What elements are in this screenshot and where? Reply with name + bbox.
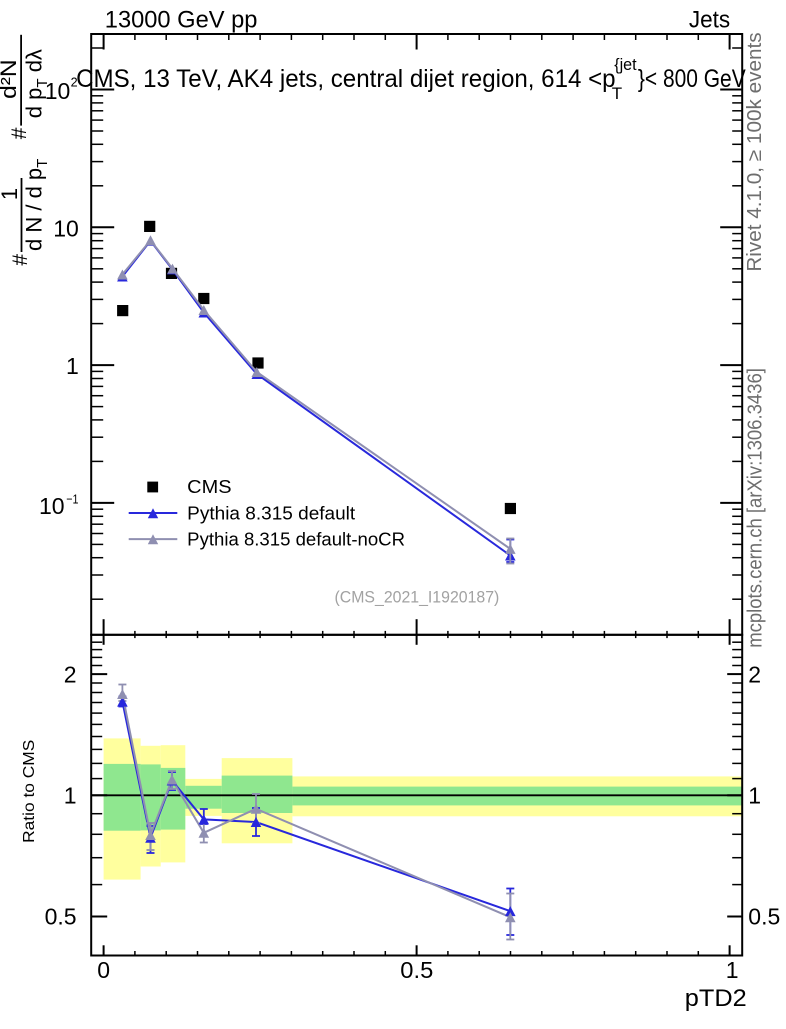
svg-text:#: # — [9, 254, 32, 266]
svg-text:d²N: d²N — [0, 59, 21, 99]
svg-text:T: T — [612, 84, 622, 103]
svg-text:10: 10 — [45, 78, 71, 104]
svg-text:Pythia 8.315 default-noCR: Pythia 8.315 default-noCR — [187, 529, 405, 549]
svg-text:Ratio to CMS: Ratio to CMS — [21, 740, 38, 843]
svg-text:13000 GeV pp: 13000 GeV pp — [105, 6, 258, 33]
svg-text:mcplots.cern.ch [arXiv:1306.34: mcplots.cern.ch [arXiv:1306.3436] — [745, 368, 767, 648]
svg-text:1: 1 — [726, 957, 739, 983]
svg-text:2: 2 — [748, 661, 761, 687]
svg-text:Rivet 4.1.0, ≥ 100k events: Rivet 4.1.0, ≥ 100k events — [744, 32, 766, 271]
svg-text:1: 1 — [0, 188, 22, 200]
svg-text:−1: −1 — [66, 492, 78, 507]
svg-text:Pythia 8.315 default: Pythia 8.315 default — [187, 503, 355, 523]
svg-text:d N / d pT: d N / d pT — [22, 159, 52, 251]
svg-text:#: # — [8, 127, 31, 139]
svg-text:0.5: 0.5 — [45, 904, 77, 930]
svg-text:pTD2: pTD2 — [685, 985, 747, 1012]
svg-text:CMS: CMS — [187, 477, 231, 497]
svg-text:(CMS_2021_I1920187): (CMS_2021_I1920187) — [335, 587, 500, 606]
svg-text:{jet: {jet — [614, 55, 637, 74]
svg-text:10: 10 — [39, 493, 65, 519]
svg-text:1: 1 — [66, 353, 79, 379]
svg-text:1: 1 — [748, 783, 761, 809]
svg-text:CMS, 13 TeV, AK4 jets, central: CMS, 13 TeV, AK4 jets, central dijet reg… — [76, 65, 616, 93]
svg-text:}< 800 GeV: }< 800 GeV — [638, 65, 746, 93]
svg-text:Jets: Jets — [689, 6, 730, 33]
svg-text:0.5: 0.5 — [400, 957, 433, 983]
svg-text:0: 0 — [97, 957, 110, 983]
svg-text:2: 2 — [71, 74, 78, 89]
svg-text:10: 10 — [53, 215, 79, 241]
svg-text:0.5: 0.5 — [748, 904, 780, 930]
svg-text:2: 2 — [64, 661, 77, 687]
svg-text:1: 1 — [64, 783, 77, 809]
